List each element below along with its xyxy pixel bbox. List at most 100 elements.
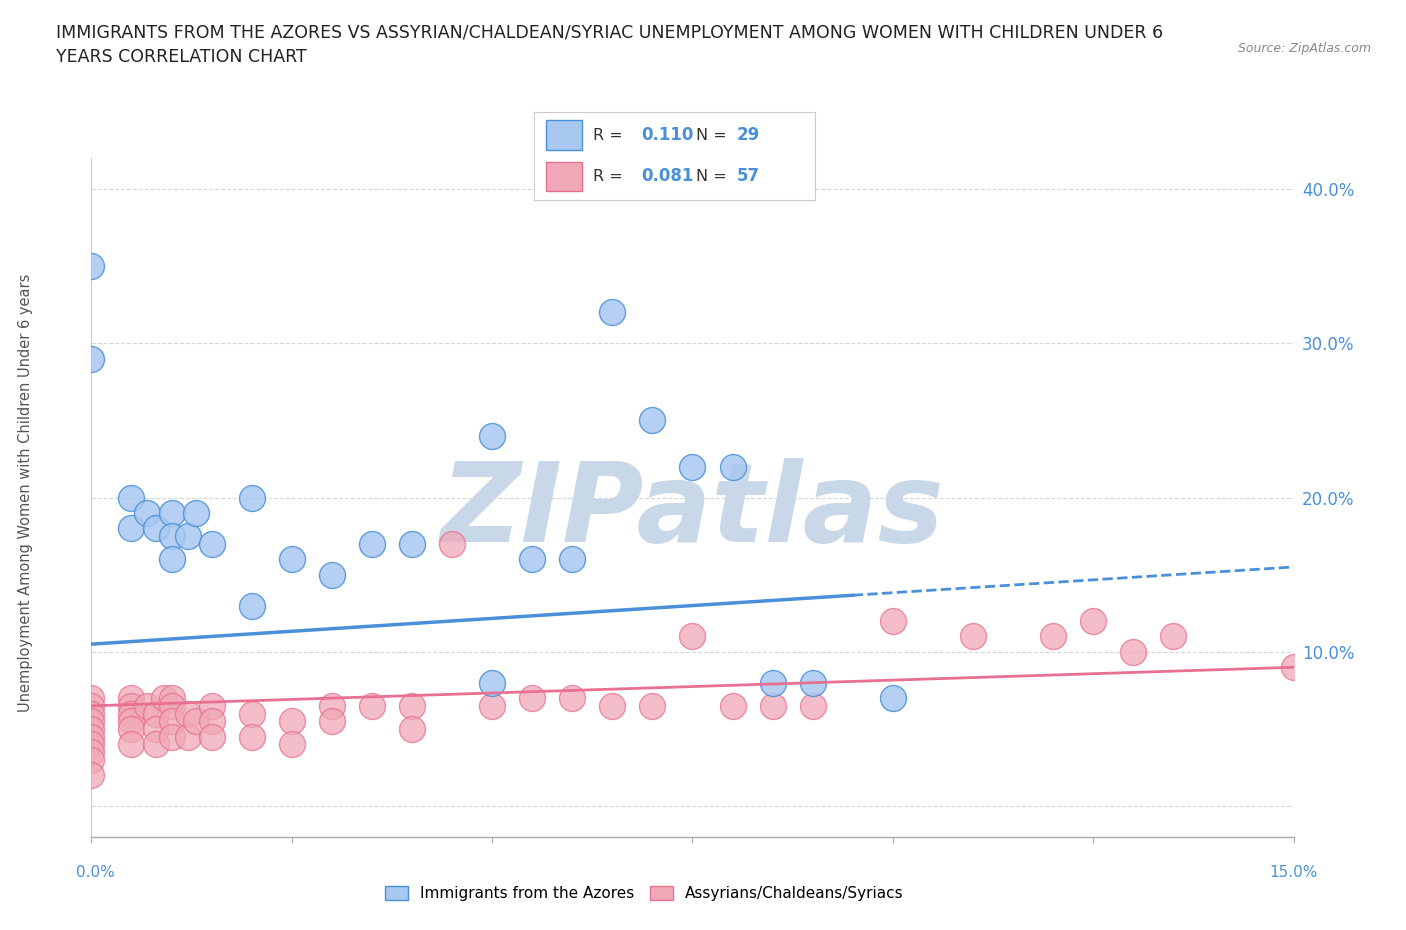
Point: [321, 714, 343, 729]
Point: [121, 691, 143, 706]
Point: [962, 629, 984, 644]
Point: [321, 698, 343, 713]
Point: [721, 698, 744, 713]
Point: [176, 706, 198, 721]
Text: N =: N =: [696, 127, 727, 142]
Point: [145, 521, 167, 536]
Text: 29: 29: [737, 126, 761, 144]
Point: [281, 551, 304, 566]
Text: Source: ZipAtlas.com: Source: ZipAtlas.com: [1237, 42, 1371, 55]
Point: [160, 551, 183, 566]
Point: [145, 706, 167, 721]
Point: [201, 729, 224, 744]
Point: [80, 691, 103, 706]
Point: [121, 714, 143, 729]
Point: [184, 506, 207, 521]
FancyBboxPatch shape: [546, 162, 582, 192]
Point: [1122, 644, 1144, 659]
Point: [321, 567, 343, 582]
Point: [602, 698, 624, 713]
Point: [401, 722, 423, 737]
Point: [136, 698, 159, 713]
Point: [681, 459, 703, 474]
Text: IMMIGRANTS FROM THE AZORES VS ASSYRIAN/CHALDEAN/SYRIAC UNEMPLOYMENT AMONG WOMEN : IMMIGRANTS FROM THE AZORES VS ASSYRIAN/C…: [56, 23, 1163, 41]
Point: [121, 521, 143, 536]
Point: [240, 706, 263, 721]
Point: [281, 714, 304, 729]
Text: N =: N =: [696, 168, 727, 183]
Point: [401, 698, 423, 713]
Point: [160, 714, 183, 729]
Point: [1282, 660, 1305, 675]
Point: [240, 598, 263, 613]
Point: [801, 698, 824, 713]
Point: [602, 305, 624, 320]
Text: 57: 57: [737, 167, 759, 185]
Point: [1042, 629, 1064, 644]
Point: [121, 706, 143, 721]
Point: [80, 768, 103, 783]
FancyBboxPatch shape: [546, 121, 582, 150]
Point: [641, 413, 664, 428]
Text: R =: R =: [593, 168, 623, 183]
Point: [152, 691, 174, 706]
Text: Unemployment Among Women with Children Under 6 years: Unemployment Among Women with Children U…: [18, 273, 32, 712]
Point: [1083, 614, 1105, 629]
Point: [1163, 629, 1185, 644]
Point: [80, 729, 103, 744]
Point: [145, 737, 167, 751]
Point: [561, 691, 583, 706]
Point: [882, 691, 904, 706]
Point: [401, 537, 423, 551]
Text: R =: R =: [593, 127, 623, 142]
Point: [160, 691, 183, 706]
Text: 0.081: 0.081: [641, 167, 693, 185]
Point: [160, 528, 183, 543]
Point: [176, 729, 198, 744]
Text: YEARS CORRELATION CHART: YEARS CORRELATION CHART: [56, 48, 307, 66]
Point: [136, 506, 159, 521]
Text: ZIPatlas: ZIPatlas: [440, 458, 945, 565]
Point: [121, 722, 143, 737]
Point: [240, 490, 263, 505]
Point: [121, 490, 143, 505]
Point: [762, 698, 785, 713]
Point: [121, 737, 143, 751]
Point: [681, 629, 703, 644]
Point: [160, 506, 183, 521]
Point: [80, 259, 103, 273]
Point: [80, 352, 103, 366]
Point: [360, 698, 382, 713]
Point: [201, 714, 224, 729]
Point: [440, 537, 463, 551]
Point: [801, 675, 824, 690]
Point: [184, 714, 207, 729]
Point: [522, 691, 544, 706]
Point: [145, 722, 167, 737]
Point: [80, 745, 103, 760]
Point: [160, 729, 183, 744]
Legend: Immigrants from the Azores, Assyrians/Chaldeans/Syriacs: Immigrants from the Azores, Assyrians/Ch…: [380, 880, 910, 908]
Point: [360, 537, 382, 551]
Point: [80, 698, 103, 713]
Point: [281, 737, 304, 751]
Point: [160, 698, 183, 713]
Point: [240, 729, 263, 744]
Point: [176, 528, 198, 543]
Point: [561, 551, 583, 566]
Point: [80, 752, 103, 767]
Point: [80, 714, 103, 729]
Text: 15.0%: 15.0%: [1270, 865, 1317, 880]
Point: [522, 551, 544, 566]
Point: [80, 722, 103, 737]
Point: [762, 675, 785, 690]
Point: [721, 459, 744, 474]
Point: [641, 698, 664, 713]
Point: [201, 698, 224, 713]
Point: [80, 737, 103, 751]
Point: [481, 429, 503, 444]
Point: [481, 698, 503, 713]
Point: [80, 706, 103, 721]
Point: [201, 537, 224, 551]
Text: 0.110: 0.110: [641, 126, 693, 144]
